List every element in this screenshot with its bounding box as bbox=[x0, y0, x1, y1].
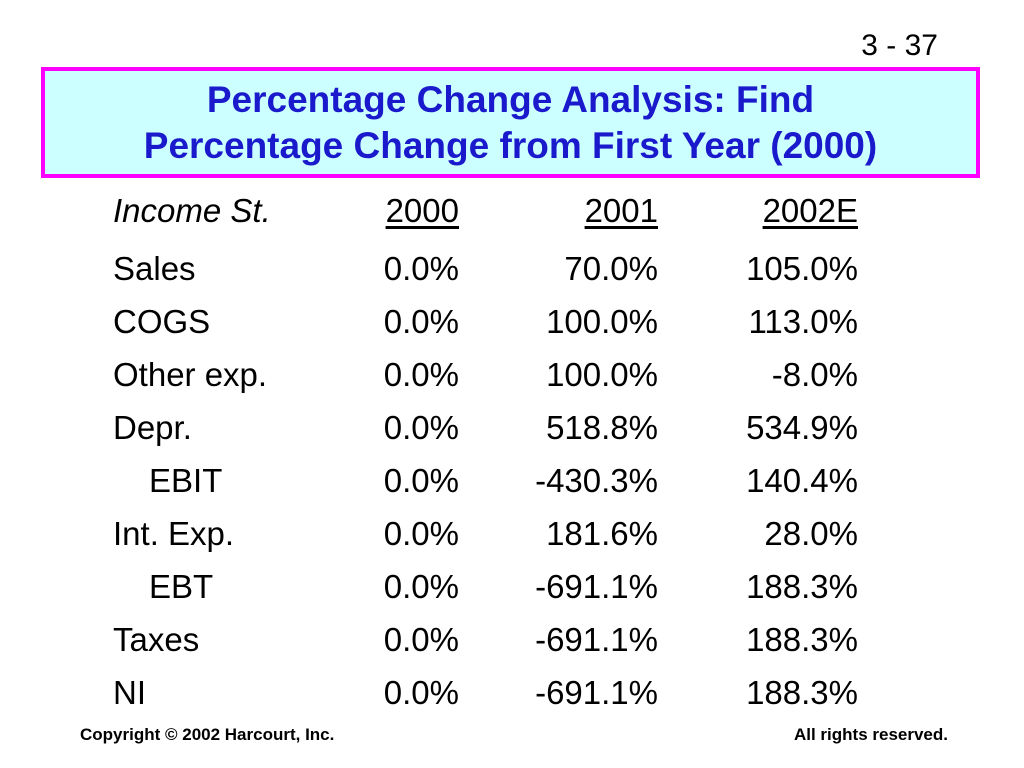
value-2000: 0.0% bbox=[383, 515, 459, 552]
row-label: EBT bbox=[149, 568, 214, 605]
row-label: Taxes bbox=[113, 621, 200, 658]
row-label: Sales bbox=[113, 250, 196, 287]
value-2002e: 534.9% bbox=[746, 409, 858, 446]
row-label: EBIT bbox=[149, 462, 223, 499]
value-2001: -430.3% bbox=[535, 462, 658, 499]
value-2001: 518.8% bbox=[546, 409, 658, 446]
value-2000: 0.0% bbox=[383, 674, 459, 711]
header-label: Income St. bbox=[113, 192, 271, 229]
value-2002e: 28.0% bbox=[764, 515, 858, 552]
value-2002e: 113.0% bbox=[748, 303, 858, 340]
copyright-text: Copyright © 2002 Harcourt, Inc. bbox=[80, 725, 335, 744]
rights-text: All rights reserved. bbox=[793, 725, 948, 744]
value-2001: 100.0% bbox=[546, 356, 658, 393]
value-2001: -691.1% bbox=[535, 674, 658, 711]
income-statement-table: Income St. 2000 2001 2002E Sales 0.0% 70… bbox=[113, 188, 873, 723]
row-label: Other exp. bbox=[113, 356, 268, 393]
row-label: Depr. bbox=[113, 409, 192, 446]
value-2000: 0.0% bbox=[383, 250, 459, 287]
table-row-ni: NI 0.0% -691.1% 188.3% bbox=[113, 670, 873, 723]
table-row-depr: Depr. 0.0% 518.8% 534.9% bbox=[113, 405, 873, 458]
title-box: Percentage Change Analysis: Find Percent… bbox=[41, 67, 980, 178]
value-2000: 0.0% bbox=[383, 409, 459, 446]
slide-title-line-1: Percentage Change Analysis: Find bbox=[206, 78, 815, 120]
value-2002e: -8.0% bbox=[771, 356, 858, 393]
value-2001: -691.1% bbox=[535, 568, 658, 605]
table-row-ebit: EBIT 0.0% -430.3% 140.4% bbox=[113, 458, 873, 511]
value-2000: 0.0% bbox=[383, 356, 459, 393]
header-2002e: 2002E bbox=[762, 192, 858, 229]
table-row-int-exp: Int. Exp. 0.0% 181.6% 28.0% bbox=[113, 511, 873, 564]
table-row-taxes: Taxes 0.0% -691.1% 188.3% bbox=[113, 617, 873, 670]
value-2002e: 105.0% bbox=[746, 250, 858, 287]
value-2001: 181.6% bbox=[546, 515, 658, 552]
value-2001: 70.0% bbox=[564, 250, 658, 287]
slide-number: 3 - 37 bbox=[861, 29, 938, 62]
table-header-row: Income St. 2000 2001 2002E bbox=[113, 188, 873, 246]
value-2002e: 188.3% bbox=[746, 621, 858, 658]
value-2000: 0.0% bbox=[383, 462, 459, 499]
row-label: NI bbox=[113, 674, 146, 711]
table-row-ebt: EBT 0.0% -691.1% 188.3% bbox=[113, 564, 873, 617]
value-2000: 0.0% bbox=[383, 303, 459, 340]
table-row-cogs: COGS 0.0% 100.0% 113.0% bbox=[113, 299, 873, 352]
value-2001: 100.0% bbox=[546, 303, 658, 340]
value-2001: -691.1% bbox=[535, 621, 658, 658]
value-2002e: 188.3% bbox=[746, 568, 858, 605]
table-row-other-exp: Other exp. 0.0% 100.0% -8.0% bbox=[113, 352, 873, 405]
value-2002e: 188.3% bbox=[746, 674, 858, 711]
header-2000: 2000 bbox=[385, 192, 459, 229]
table-row-sales: Sales 0.0% 70.0% 105.0% bbox=[113, 246, 873, 299]
value-2000: 0.0% bbox=[383, 621, 459, 658]
row-label: COGS bbox=[113, 303, 211, 340]
header-2001: 2001 bbox=[584, 192, 658, 229]
row-label: Int. Exp. bbox=[113, 515, 235, 552]
value-2002e: 140.4% bbox=[746, 462, 858, 499]
value-2000: 0.0% bbox=[383, 568, 459, 605]
slide-title-line-2: Percentage Change from First Year (2000) bbox=[143, 124, 878, 166]
